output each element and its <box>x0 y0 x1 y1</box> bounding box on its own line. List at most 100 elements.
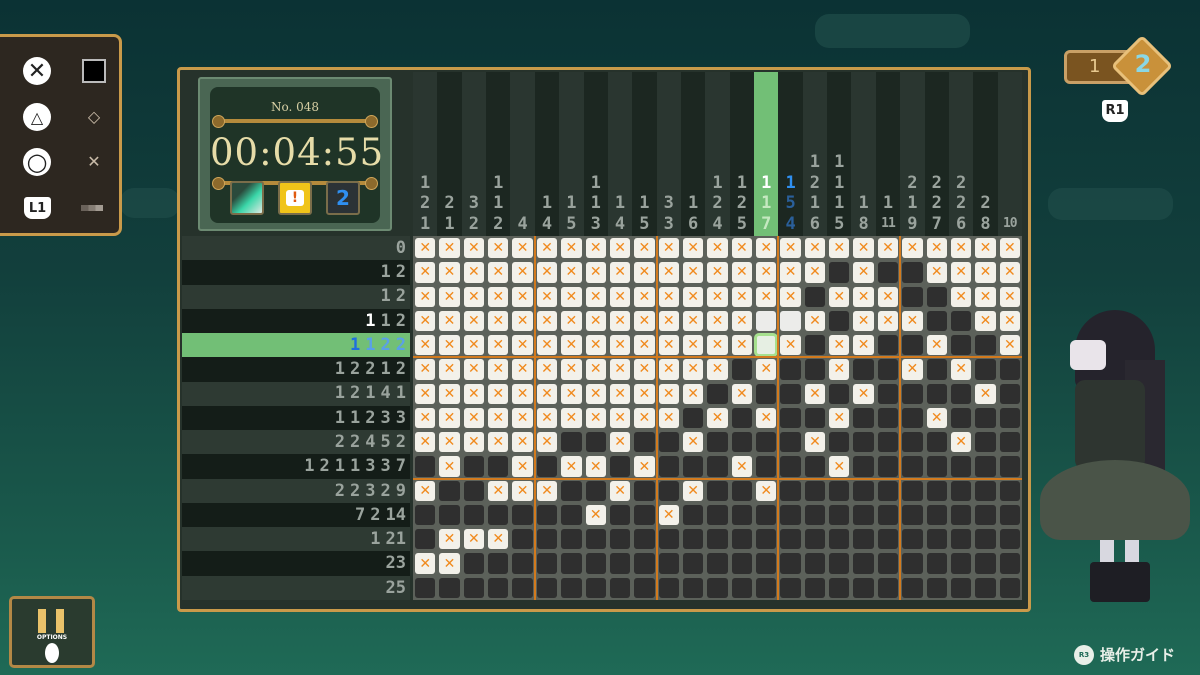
cell-crossed[interactable]: ✕ <box>756 286 777 307</box>
cell-crossed[interactable]: ✕ <box>658 407 679 429</box>
cell-filled[interactable] <box>926 577 947 598</box>
cell-filled[interactable] <box>926 432 947 453</box>
cell-filled[interactable] <box>536 504 558 526</box>
cell-filled[interactable] <box>804 456 826 477</box>
pause-button[interactable]: OPTIONS <box>9 596 95 668</box>
cell-filled[interactable] <box>439 480 460 501</box>
cell-crossed[interactable]: ✕ <box>439 407 460 429</box>
cell-filled[interactable] <box>634 577 655 598</box>
cell-crossed[interactable]: ✕ <box>512 310 533 332</box>
cell-filled[interactable] <box>877 529 899 550</box>
cell-crossed[interactable]: ✕ <box>609 310 631 332</box>
cell-crossed[interactable]: ✕ <box>756 262 777 283</box>
cell-crossed[interactable]: ✕ <box>585 238 606 259</box>
cell-filled[interactable] <box>756 529 777 550</box>
cell-filled[interactable] <box>926 456 947 477</box>
cell-crossed[interactable]: ✕ <box>415 407 436 429</box>
cell-filled[interactable] <box>804 286 826 307</box>
cell-filled[interactable] <box>780 407 801 429</box>
cell-filled[interactable] <box>829 529 850 550</box>
cell-filled[interactable] <box>682 529 704 550</box>
cell-crossed[interactable]: ✕ <box>682 383 704 404</box>
controls-guide[interactable]: R3 操作ガイド <box>1074 644 1175 665</box>
cell-crossed[interactable]: ✕ <box>439 553 460 574</box>
cell-crossed[interactable]: ✕ <box>561 286 582 307</box>
cell-filled[interactable] <box>658 553 679 574</box>
cell-crossed[interactable]: ✕ <box>804 238 826 259</box>
cell-filled[interactable] <box>902 407 923 429</box>
cell-filled[interactable] <box>488 553 509 574</box>
cell-filled[interactable] <box>975 359 996 380</box>
cell-crossed[interactable]: ✕ <box>634 335 655 356</box>
cell-filled[interactable] <box>731 480 753 501</box>
cell-filled[interactable] <box>804 480 826 501</box>
cell-crossed[interactable]: ✕ <box>829 359 850 380</box>
cell-crossed[interactable]: ✕ <box>658 262 679 283</box>
cell-filled[interactable] <box>829 383 850 404</box>
cell-filled[interactable] <box>634 504 655 526</box>
cell-filled[interactable] <box>780 383 801 404</box>
cell-crossed[interactable]: ✕ <box>488 238 509 259</box>
cell-filled[interactable] <box>999 480 1020 501</box>
cell-filled[interactable] <box>634 553 655 574</box>
cell-filled[interactable] <box>780 529 801 550</box>
cell-filled[interactable] <box>463 456 485 477</box>
cell-filled[interactable] <box>585 480 606 501</box>
cell-filled[interactable] <box>731 577 753 598</box>
cell-empty[interactable] <box>756 310 777 332</box>
cell-crossed[interactable]: ✕ <box>609 407 631 429</box>
cell-filled[interactable] <box>634 529 655 550</box>
cell-filled[interactable] <box>756 383 777 404</box>
cell-crossed[interactable]: ✕ <box>731 286 753 307</box>
cell-filled[interactable] <box>975 432 996 453</box>
cell-crossed[interactable]: ✕ <box>829 335 850 356</box>
cell-filled[interactable] <box>829 432 850 453</box>
cell-filled[interactable] <box>975 553 996 574</box>
cell-crossed[interactable]: ✕ <box>682 262 704 283</box>
cell-filled[interactable] <box>658 480 679 501</box>
cell-crossed[interactable]: ✕ <box>707 407 728 429</box>
cell-filled[interactable] <box>512 529 533 550</box>
cell-filled[interactable] <box>561 432 582 453</box>
cell-filled[interactable] <box>853 456 874 477</box>
cell-filled[interactable] <box>975 577 996 598</box>
cell-crossed[interactable]: ✕ <box>512 238 533 259</box>
cell-filled[interactable] <box>707 383 728 404</box>
cell-crossed[interactable]: ✕ <box>415 383 436 404</box>
cell-filled[interactable] <box>731 553 753 574</box>
cell-filled[interactable] <box>731 529 753 550</box>
fill-mode-icon[interactable] <box>230 181 264 215</box>
cell-filled[interactable] <box>536 553 558 574</box>
cell-filled[interactable] <box>658 529 679 550</box>
cell-crossed[interactable]: ✕ <box>512 383 533 404</box>
cell-filled[interactable] <box>829 504 850 526</box>
cell-filled[interactable] <box>999 383 1020 404</box>
cell-crossed[interactable]: ✕ <box>634 262 655 283</box>
nonogram-grid[interactable]: ✕ ✕ ✕ ✕ ✕ ✕ ✕ ✕ ✕ ✕ ✕ ✕ ✕ ✕ ✕ ✕ ✕ ✕ ✕ ✕ ✕ ✕ ✕ ✕ ✕ ✕ ✕ ✕ ✕ ✕ ✕ ✕ ✕ ✕ ✕ ✕ ✕ ✕ ✕ ✕… <box>413 236 1022 600</box>
cell-filled[interactable] <box>926 310 947 332</box>
cell-crossed[interactable]: ✕ <box>634 310 655 332</box>
cell-filled[interactable] <box>877 407 899 429</box>
cell-crossed[interactable]: ✕ <box>975 383 996 404</box>
cell-filled[interactable] <box>707 529 728 550</box>
cell-filled[interactable] <box>829 577 850 598</box>
cell-crossed[interactable]: ✕ <box>561 310 582 332</box>
cell-crossed[interactable]: ✕ <box>853 310 874 332</box>
cell-crossed[interactable]: ✕ <box>731 310 753 332</box>
cell-crossed[interactable]: ✕ <box>731 238 753 259</box>
cell-crossed[interactable]: ✕ <box>439 529 460 550</box>
cell-filled[interactable] <box>902 529 923 550</box>
cell-crossed[interactable]: ✕ <box>902 310 923 332</box>
cell-crossed[interactable]: ✕ <box>512 480 533 501</box>
cell-crossed[interactable]: ✕ <box>780 238 801 259</box>
cell-crossed[interactable]: ✕ <box>950 432 972 453</box>
cell-crossed[interactable]: ✕ <box>707 335 728 356</box>
cell-crossed[interactable]: ✕ <box>634 456 655 477</box>
cell-crossed[interactable]: ✕ <box>585 335 606 356</box>
cell-crossed[interactable]: ✕ <box>682 359 704 380</box>
cell-crossed[interactable]: ✕ <box>658 383 679 404</box>
cell-filled[interactable] <box>707 432 728 453</box>
cell-filled[interactable] <box>950 456 972 477</box>
cell-crossed[interactable]: ✕ <box>512 456 533 477</box>
cell-filled[interactable] <box>658 456 679 477</box>
